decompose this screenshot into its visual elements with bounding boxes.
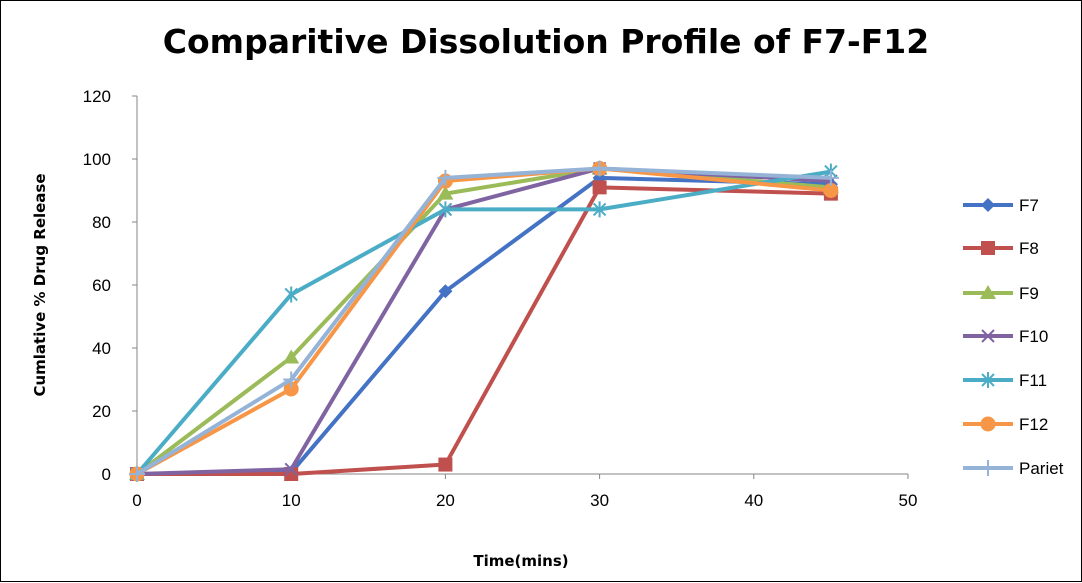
diamond-marker	[438, 284, 453, 299]
legend-item-f7: F7	[963, 196, 1039, 215]
series-f11	[130, 163, 838, 482]
x-tick-label: 30	[590, 491, 609, 510]
plus-marker	[591, 160, 608, 177]
x-marker	[981, 329, 995, 343]
series-line-f7	[136, 175, 831, 476]
star-marker	[592, 201, 607, 218]
series-line-f9	[135, 166, 832, 476]
series-layer	[129, 160, 839, 482]
legend-item-f10: F10	[963, 327, 1048, 346]
x-axis-label: Time(mins)	[473, 552, 568, 570]
circle-marker	[283, 381, 299, 397]
legend-item-f11: F11	[963, 371, 1047, 390]
legend-label-f12: F12	[1019, 415, 1048, 434]
ticks-layer: 0 20 40 60 80 100 120 0 10 20 30 40 50	[83, 87, 918, 510]
triangle-marker	[980, 285, 996, 299]
chart-title: Comparitive Dissolution Profile of F7-F1…	[163, 22, 929, 61]
legend-label-pariet: Pariet	[1019, 459, 1064, 478]
x-tick-label: 20	[436, 491, 455, 510]
series-line-f8	[137, 185, 831, 476]
legend-label-f8: F8	[1019, 239, 1039, 258]
y-tick-label: 80	[92, 213, 111, 232]
legend-label-f7: F7	[1019, 196, 1039, 215]
circle-marker	[980, 416, 996, 432]
square-marker	[592, 180, 607, 195]
series-f7	[130, 170, 838, 481]
legend-item-f9: F9	[963, 284, 1039, 303]
y-axis-label: Cumlative % Drug Release	[31, 173, 49, 396]
x-tick-label: 50	[899, 491, 918, 510]
y-tick-label: 100	[83, 150, 111, 169]
series-line-f10	[136, 166, 832, 476]
legend-item-f12: F12	[963, 415, 1048, 434]
triangle-marker	[283, 349, 300, 364]
square-marker	[438, 457, 453, 472]
series-f8	[130, 180, 838, 481]
legend-label-f9: F9	[1019, 284, 1039, 303]
series-pariet	[129, 160, 839, 482]
plus-marker	[980, 460, 996, 476]
plus-marker	[129, 466, 145, 482]
series-line-f12	[136, 166, 832, 476]
y-tick-label: 20	[92, 402, 111, 421]
plus-marker	[822, 169, 839, 186]
x-marker	[284, 462, 298, 476]
legend-item-pariet: Pariet	[963, 459, 1064, 478]
x-tick-label: 40	[744, 491, 763, 510]
legend: F7 F8 F9 F10 F11 F12 Pariet	[963, 196, 1064, 478]
legend-label-f11: F11	[1019, 371, 1047, 390]
legend-item-f8: F8	[963, 239, 1039, 258]
y-tick-label: 60	[92, 276, 111, 295]
series-line-f11	[135, 169, 832, 476]
star-marker	[284, 286, 298, 303]
series-line-pariet	[135, 166, 831, 476]
y-tick-label: 120	[83, 87, 111, 106]
plus-marker	[283, 371, 300, 388]
y-tick-label: 40	[92, 339, 111, 358]
plus-marker	[437, 169, 454, 186]
triangle-marker	[437, 185, 454, 200]
y-tick-label: 0	[102, 465, 111, 484]
x-tick-label: 10	[282, 491, 301, 510]
x-tick-label: 0	[132, 491, 141, 510]
circle-marker	[823, 183, 839, 198]
square-marker	[981, 241, 995, 255]
star-marker	[438, 201, 453, 218]
star-marker	[981, 372, 995, 388]
diamond-marker	[981, 198, 995, 212]
legend-label-f10: F10	[1019, 327, 1048, 346]
